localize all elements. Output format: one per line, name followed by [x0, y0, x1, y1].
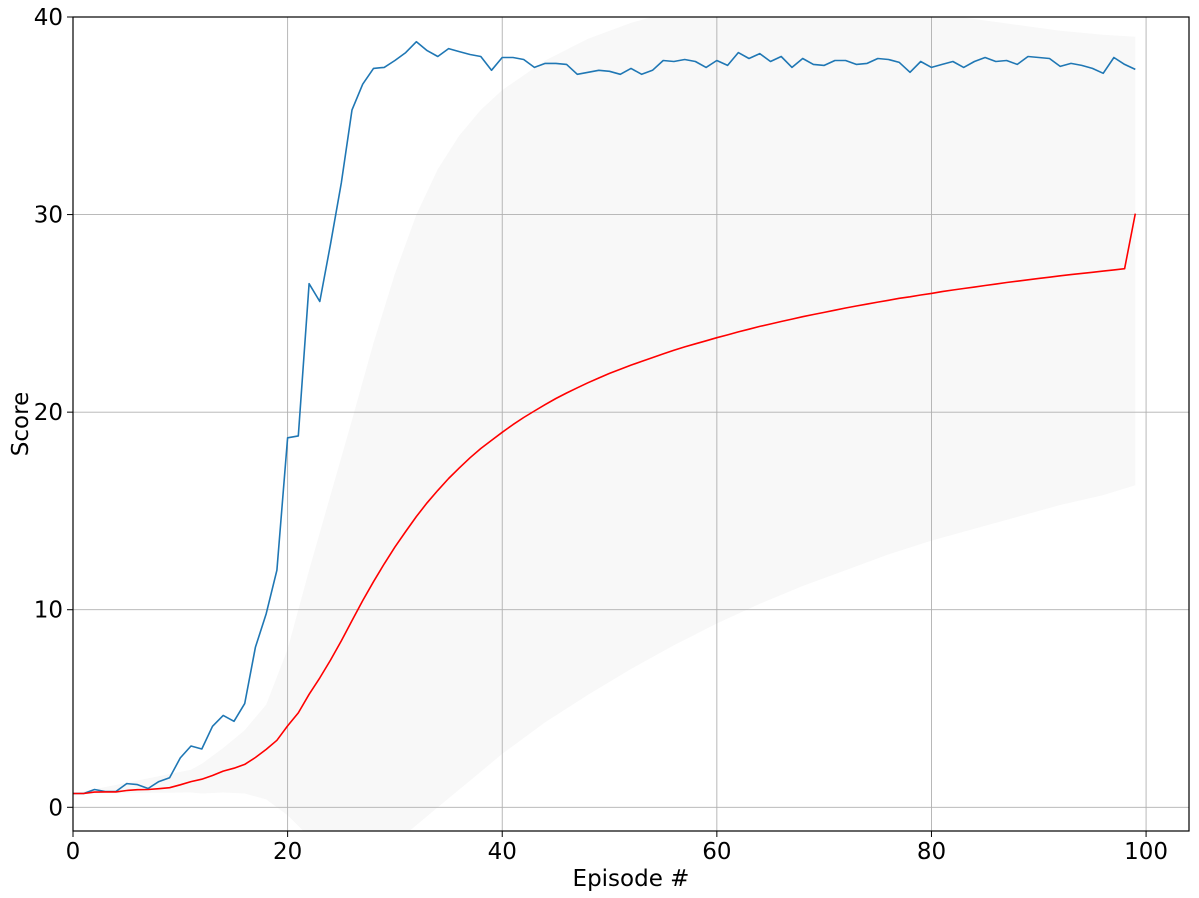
x-tick-label: 40: [488, 839, 517, 865]
y-tick-label: 10: [34, 598, 63, 624]
y-tick-label: 20: [34, 400, 63, 426]
y-tick-label: 0: [48, 795, 63, 821]
plot-frame: [72, 16, 1190, 832]
x-tick-label: 80: [917, 839, 946, 865]
x-tick-label: 0: [66, 839, 81, 865]
x-tick-label: 20: [273, 839, 302, 865]
average-series-line: [73, 213, 1137, 795]
x-tick-label: 60: [702, 839, 731, 865]
y-axis-label: Score: [8, 392, 34, 456]
y-tick-label: 40: [34, 5, 63, 31]
confidence-band: [73, 17, 1136, 831]
x-tick-label: 100: [1124, 839, 1168, 865]
score-series-line: [73, 40, 1136, 795]
x-axis-label: Episode #: [573, 866, 690, 892]
y-tick-label: 30: [34, 203, 63, 229]
